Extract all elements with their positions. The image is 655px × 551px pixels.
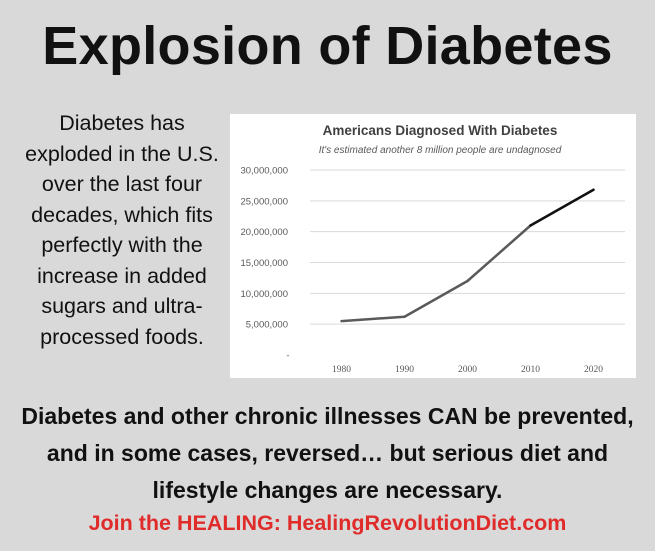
y-tick-label: 30,000,000 — [240, 166, 288, 177]
y-tick-label: 5,000,000 — [246, 320, 288, 331]
x-tick-label: 2020 — [584, 365, 603, 375]
chart-subtitle: It's estimated another 8 million people … — [319, 145, 562, 156]
y-tick-label: 15,000,000 — [240, 258, 288, 269]
y-tick-label: 25,000,000 — [240, 196, 288, 207]
page-title: Explosion of Diabetes — [42, 16, 613, 76]
line-segment-2010-2020 — [529, 188, 595, 227]
chart-title: Americans Diagnosed With Diabetes — [323, 123, 558, 138]
intro-paragraph: Diabetes has exploded in the U.S. over t… — [25, 111, 219, 349]
y-axis-ticks: 30,000,000 25,000,000 20,000,000 15,000,000… — [240, 166, 289, 362]
diabetes-chart: Americans Diagnosed With Diabetes It's e… — [230, 114, 636, 378]
line-segment-2000-2010 — [466, 224, 532, 283]
y-tick-label: - — [286, 351, 289, 362]
series-line — [340, 188, 595, 323]
x-tick-label: 2010 — [521, 365, 540, 375]
chart-svg: Americans Diagnosed With Diabetes It's e… — [240, 123, 625, 375]
y-tick-label: 20,000,000 — [240, 227, 288, 238]
cta-link[interactable]: Join the HEALING: HealingRevolutionDiet.… — [88, 511, 567, 535]
grid-lines — [310, 169, 625, 325]
x-tick-label: 1990 — [395, 365, 414, 375]
y-tick-label: 10,000,000 — [240, 289, 288, 300]
x-tick-label: 2000 — [458, 365, 477, 375]
line-segment-1980-1990 — [340, 315, 406, 323]
line-segment-1990-2000 — [403, 279, 469, 319]
x-axis-ticks: 1980 1990 2000 2010 2020 — [332, 365, 603, 375]
bottom-message: Diabetes and other chronic illnesses CAN… — [21, 403, 634, 503]
x-tick-label: 1980 — [332, 365, 351, 375]
